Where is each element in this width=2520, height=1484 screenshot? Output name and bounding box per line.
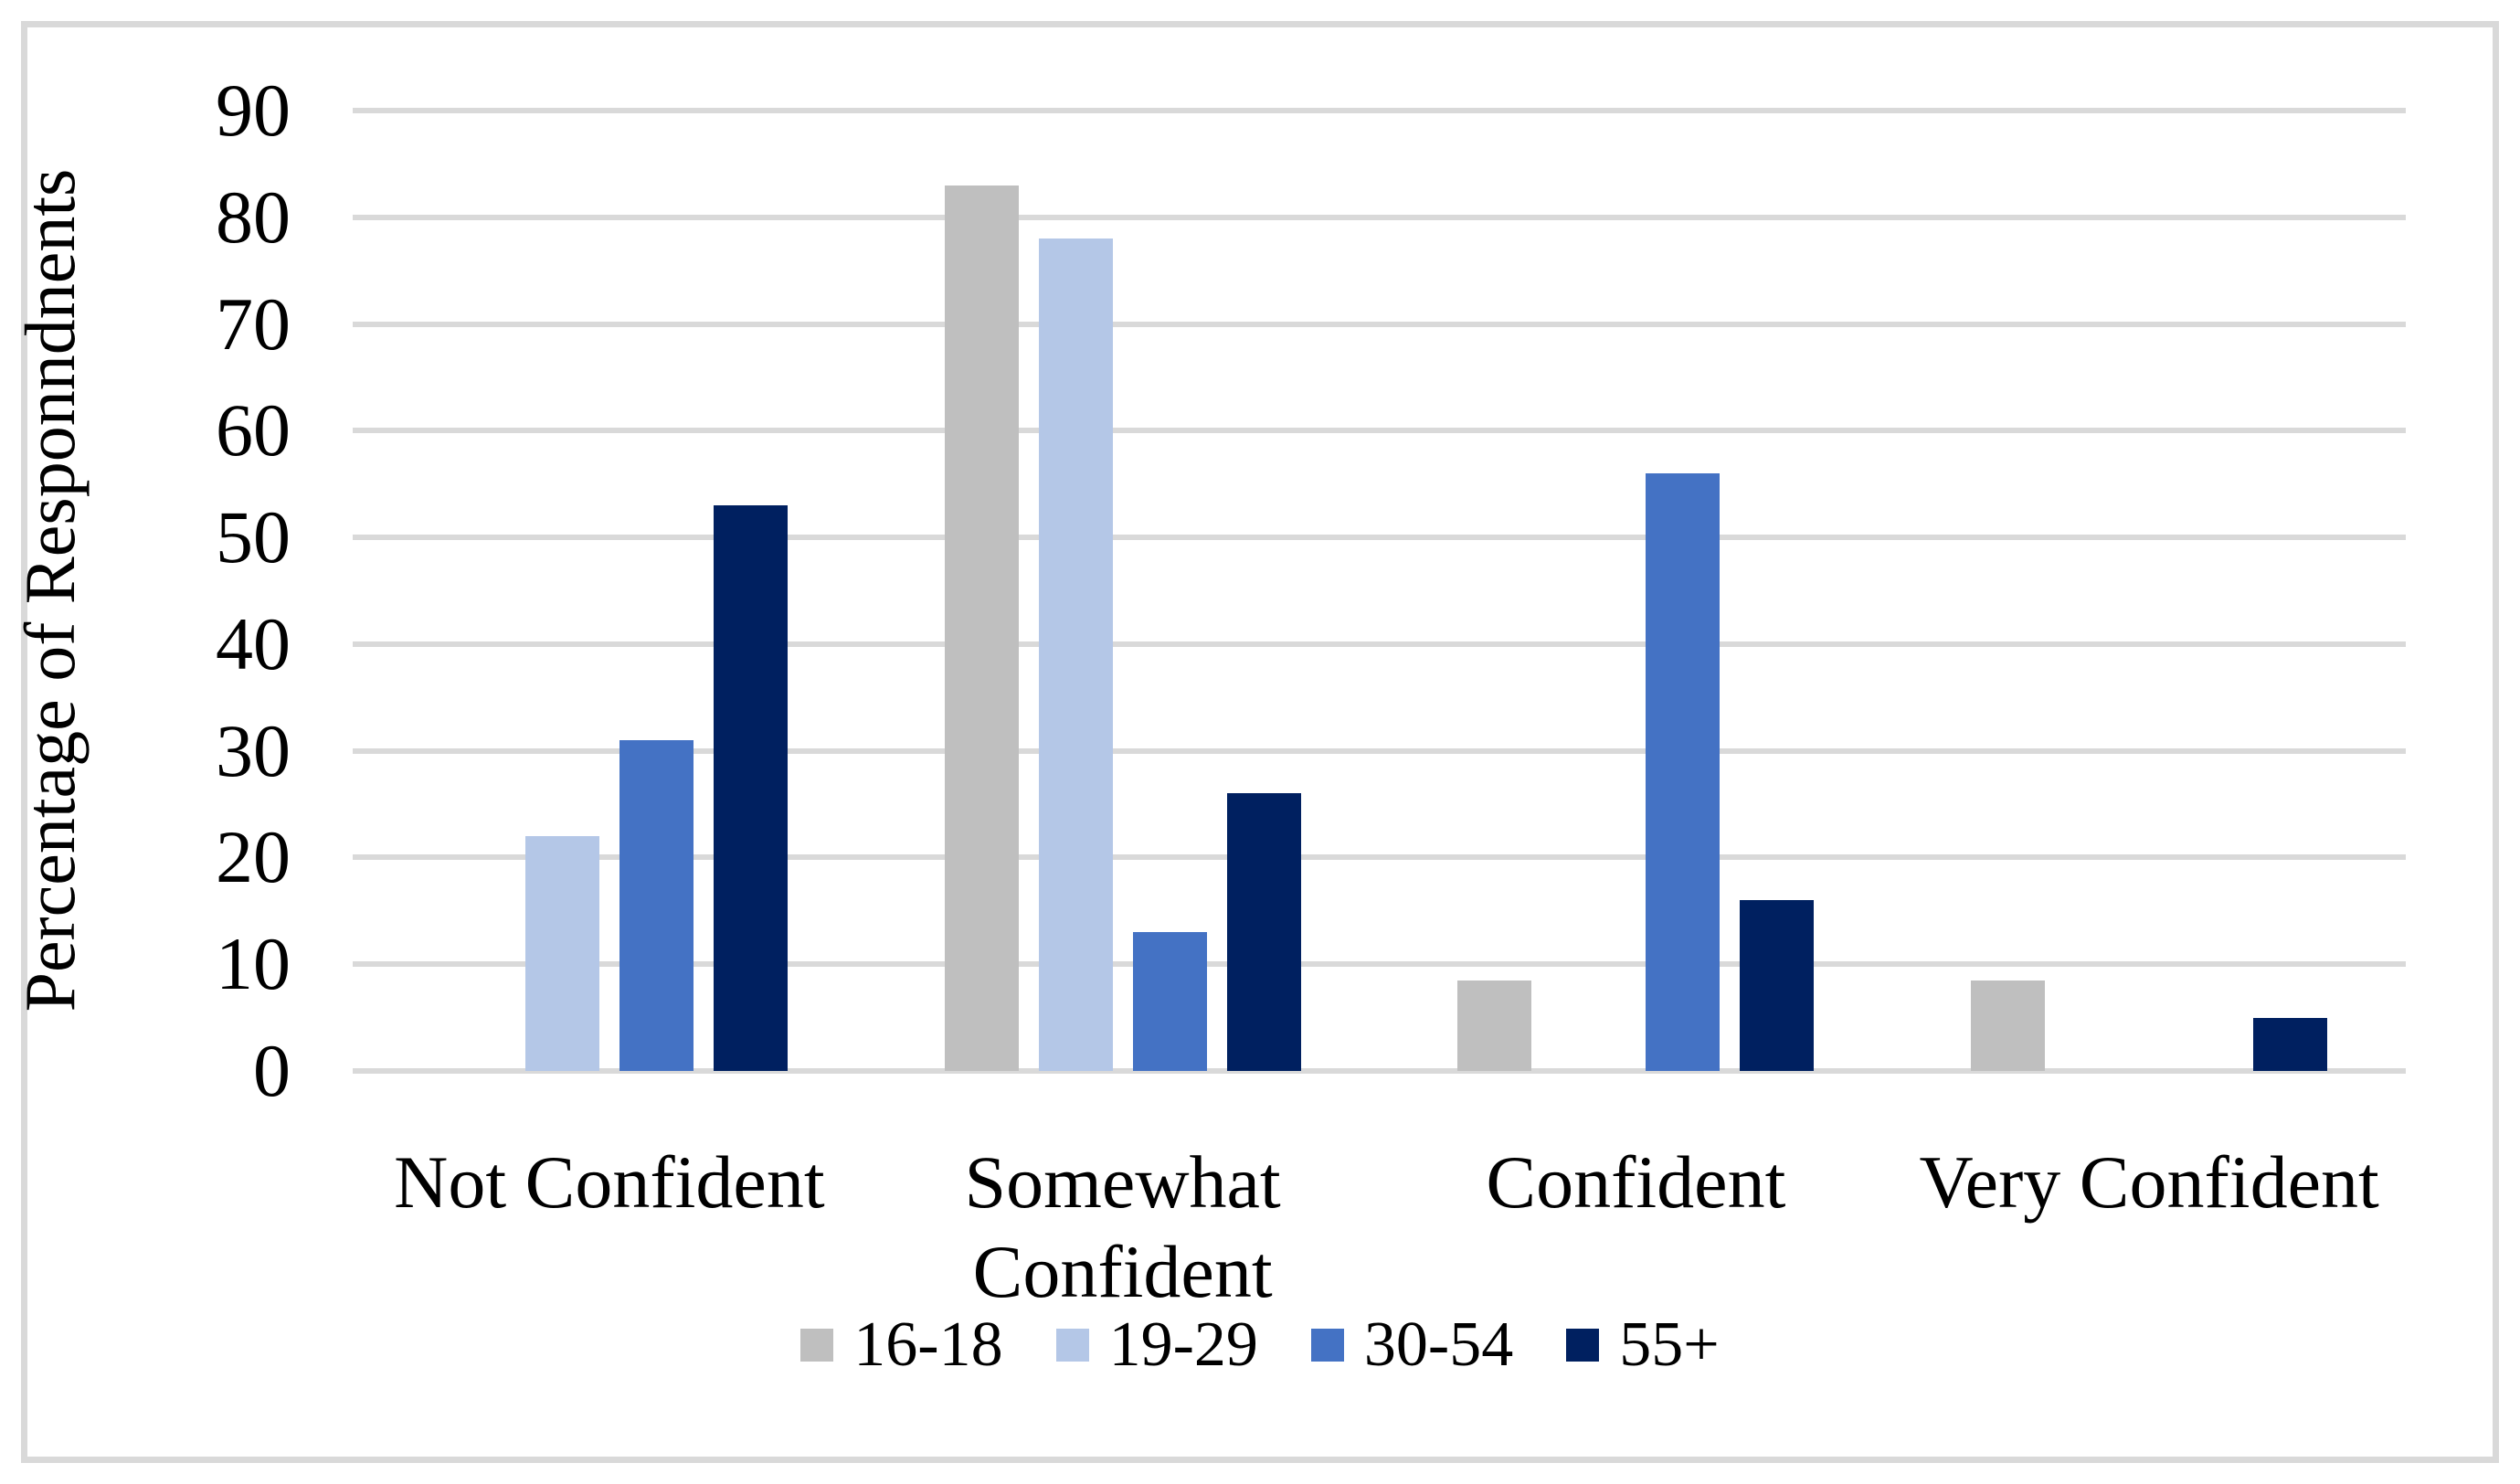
gridline-70: [353, 321, 2406, 327]
category-label-confident: Confident: [1486, 1140, 1786, 1224]
legend-item-16-18: 16-18: [800, 1309, 1003, 1382]
legend-label-19-29: 19-29: [1108, 1309, 1258, 1380]
bar-30-54-somewhat-confident: [1132, 932, 1207, 1071]
gridline-0: [353, 1068, 2406, 1074]
legend-item-19-29: 19-29: [1055, 1309, 1258, 1382]
gridline-20: [353, 854, 2406, 861]
y-tick-label-70: 70: [216, 281, 291, 366]
y-tick-label-30: 30: [216, 708, 291, 792]
legend: 16-18 19-29 30-54 55+: [0, 1309, 2520, 1382]
bar-16-18-somewhat-confident: [944, 185, 1019, 1071]
y-tick-label-10: 10: [216, 922, 291, 1006]
legend-swatch-55+: [1566, 1329, 1600, 1362]
bar-16-18-very-confident: [1971, 980, 2046, 1071]
legend-swatch-16-18: [800, 1329, 834, 1362]
category-label-very-confident: Very Confident: [1919, 1140, 2379, 1224]
bar-55+-somewhat-confident: [1226, 793, 1301, 1071]
bar-19-29-somewhat-confident: [1038, 238, 1113, 1071]
y-tick-label-40: 40: [216, 601, 291, 685]
gridline-50: [353, 535, 2406, 541]
gridline-30: [353, 747, 2406, 754]
gridline-40: [353, 641, 2406, 647]
bar-30-54-confident: [1646, 473, 1721, 1071]
gridline-10: [353, 961, 2406, 968]
legend-swatch-19-29: [1055, 1329, 1089, 1362]
y-tick-label-60: 60: [216, 388, 291, 472]
gridline-80: [353, 214, 2406, 220]
y-tick-label-20: 20: [216, 815, 291, 899]
y-tick-label-80: 80: [216, 175, 291, 259]
legend-label-55+: 55+: [1619, 1309, 1720, 1380]
y-tick-label-90: 90: [216, 69, 291, 152]
y-tick-label-0: 0: [253, 1029, 291, 1112]
category-label-somewhat-confident: Somewhat Confident: [964, 1140, 1281, 1314]
legend-item-30-54: 30-54: [1310, 1309, 1514, 1382]
legend-item-55+: 55+: [1566, 1309, 1720, 1382]
bar-55+-confident: [1740, 900, 1815, 1071]
bar-55+-very-confident: [2253, 1017, 2328, 1071]
gridline-90: [353, 108, 2406, 113]
bar-16-18-confident: [1457, 980, 1532, 1071]
plot-area: [353, 108, 2406, 1074]
legend-label-30-54: 30-54: [1363, 1309, 1514, 1380]
bar-30-54-not-confident: [619, 740, 694, 1071]
bar-55+-not-confident: [713, 505, 788, 1071]
category-label-not-confident: Not Confident: [394, 1140, 825, 1224]
bar-19-29-not-confident: [524, 836, 599, 1071]
legend-swatch-30-54: [1310, 1329, 1344, 1362]
legend-label-16-18: 16-18: [853, 1309, 1003, 1380]
gridline-60: [353, 428, 2406, 434]
y-tick-label-50: 50: [216, 495, 291, 579]
